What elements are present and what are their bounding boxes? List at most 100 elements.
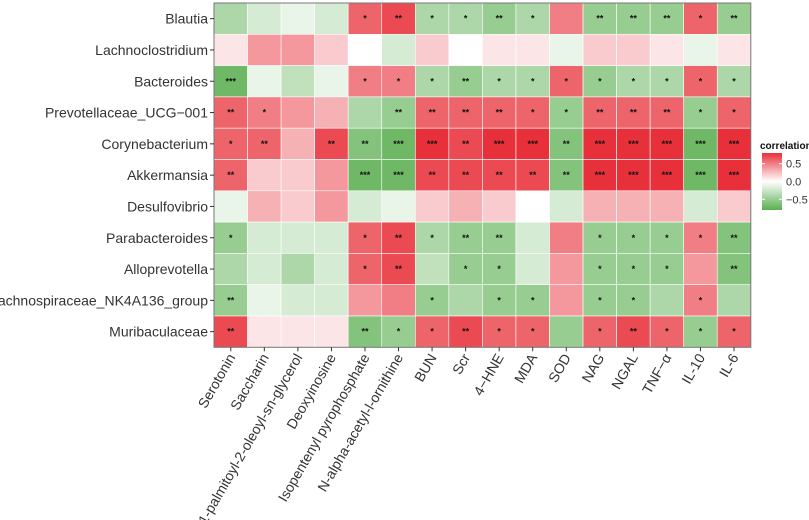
significance-marker: * <box>732 327 736 337</box>
significance-marker: ** <box>596 108 604 118</box>
heatmap-cell <box>381 190 416 223</box>
significance-marker: * <box>229 139 233 149</box>
significance-marker: *** <box>494 139 505 149</box>
row-label: Desulfovibrio <box>127 198 208 214</box>
significance-marker: *** <box>595 170 606 180</box>
legend-color-bar <box>762 153 782 210</box>
heatmap-cell <box>582 2 617 35</box>
heatmap-cell <box>649 33 685 66</box>
heatmap-cell <box>649 65 685 98</box>
row-label: Alloprevotella <box>124 261 208 277</box>
significance-marker: * <box>531 76 535 86</box>
heatmap-cell <box>716 221 752 254</box>
heatmap-cell <box>213 190 248 223</box>
column-label: SOD <box>545 351 574 385</box>
heatmap-cell <box>649 127 685 160</box>
legend-ticks: 0.5 0.0 −0.5 <box>762 159 808 206</box>
significance-marker: ** <box>227 170 235 180</box>
significance-marker: * <box>363 233 367 243</box>
heatmap-cell <box>616 33 651 66</box>
heatmap-cell <box>549 33 584 66</box>
significance-marker: * <box>598 264 602 274</box>
significance-marker: *** <box>695 170 706 180</box>
legend-tick-label: 0.5 <box>786 159 801 171</box>
significance-marker: * <box>397 76 401 86</box>
heatmap-cell <box>247 284 282 317</box>
heatmap-cell <box>280 2 315 35</box>
heatmap-cell <box>314 190 349 223</box>
heatmap-cell <box>347 190 383 223</box>
significance-marker: *** <box>662 139 673 149</box>
heatmap-cell <box>448 2 483 35</box>
heatmap-cell <box>347 33 383 66</box>
row-label: Akkermansia <box>127 167 208 183</box>
significance-marker: *** <box>360 170 371 180</box>
significance-marker: *** <box>628 170 639 180</box>
heatmap-cell <box>549 284 584 317</box>
row-axis: Blautia Lachnoclostridium Bacteroides Prevo… <box>0 11 214 340</box>
heatmap-cell <box>280 284 315 317</box>
heatmap-cell <box>247 33 282 66</box>
significance-marker: *** <box>527 139 538 149</box>
significance-marker: ** <box>731 264 739 274</box>
heatmap-cell <box>549 2 584 35</box>
significance-marker: ** <box>663 108 671 118</box>
significance-marker: * <box>430 233 434 243</box>
row-label: Prevotellaceae_UCG−001 <box>45 105 208 121</box>
heatmap-cell <box>448 221 483 254</box>
row-label: Bacteroides <box>134 73 208 89</box>
legend-tick-label: −0.5 <box>786 194 808 206</box>
heatmap-cell <box>247 253 282 285</box>
heatmap-cell <box>482 221 517 254</box>
row-label: Lachnospiraceae_NK4A136_group <box>0 292 208 308</box>
significance-marker: * <box>632 76 636 86</box>
heatmap-cell <box>280 190 315 223</box>
significance-marker: ** <box>731 14 739 24</box>
heatmap-cell <box>213 33 248 66</box>
heatmap-cell <box>716 159 752 192</box>
heatmap-cell <box>314 65 349 98</box>
heatmap-cell <box>213 315 248 348</box>
row-label: Muribaculaceae <box>109 324 208 340</box>
heatmap-cell <box>582 284 617 317</box>
heatmap-cell <box>280 96 315 129</box>
heatmap-cell <box>314 159 349 192</box>
heatmap-cell <box>414 190 450 223</box>
significance-marker: ** <box>462 327 470 337</box>
heatmap-cell <box>549 127 584 160</box>
heatmap-cell <box>649 284 685 317</box>
heatmap-cell <box>381 315 416 348</box>
heatmap-cell <box>616 127 651 160</box>
significance-marker: *** <box>393 170 404 180</box>
column-label: IL-6 <box>716 351 742 380</box>
significance-marker: * <box>732 108 736 118</box>
heatmap-cell <box>716 65 752 98</box>
column-label: Scr <box>449 351 474 377</box>
heatmap-cell <box>448 33 483 66</box>
column-label: 4−HNE <box>470 351 507 398</box>
heatmap-cell <box>247 159 282 192</box>
heatmap-cell <box>414 284 450 317</box>
heatmap-cell <box>582 190 617 223</box>
significance-marker: *** <box>662 170 673 180</box>
significance-marker: * <box>665 76 669 86</box>
significance-marker: ** <box>462 76 470 86</box>
significance-marker: *** <box>427 139 438 149</box>
heatmap-cell <box>683 253 718 285</box>
heatmap-cell <box>280 33 315 66</box>
significance-markers: * ** * * ** * ** ** ** * ***** * * * ** * * * * * * * *** * ** **… <box>226 14 740 337</box>
heatmap-cell <box>683 127 718 160</box>
heatmap-cell <box>247 127 282 160</box>
heatmap-cell <box>683 315 718 348</box>
significance-marker: ** <box>496 108 504 118</box>
heatmap-cell <box>280 221 315 254</box>
heatmap-cell <box>381 127 416 160</box>
significance-marker: *** <box>595 139 606 149</box>
significance-marker: * <box>497 76 501 86</box>
significance-marker: * <box>430 14 434 24</box>
significance-marker: ** <box>496 170 504 180</box>
significance-marker: *** <box>695 139 706 149</box>
significance-marker: * <box>598 295 602 305</box>
column-label: NGAL <box>608 351 641 392</box>
heatmap-cell <box>448 65 483 98</box>
